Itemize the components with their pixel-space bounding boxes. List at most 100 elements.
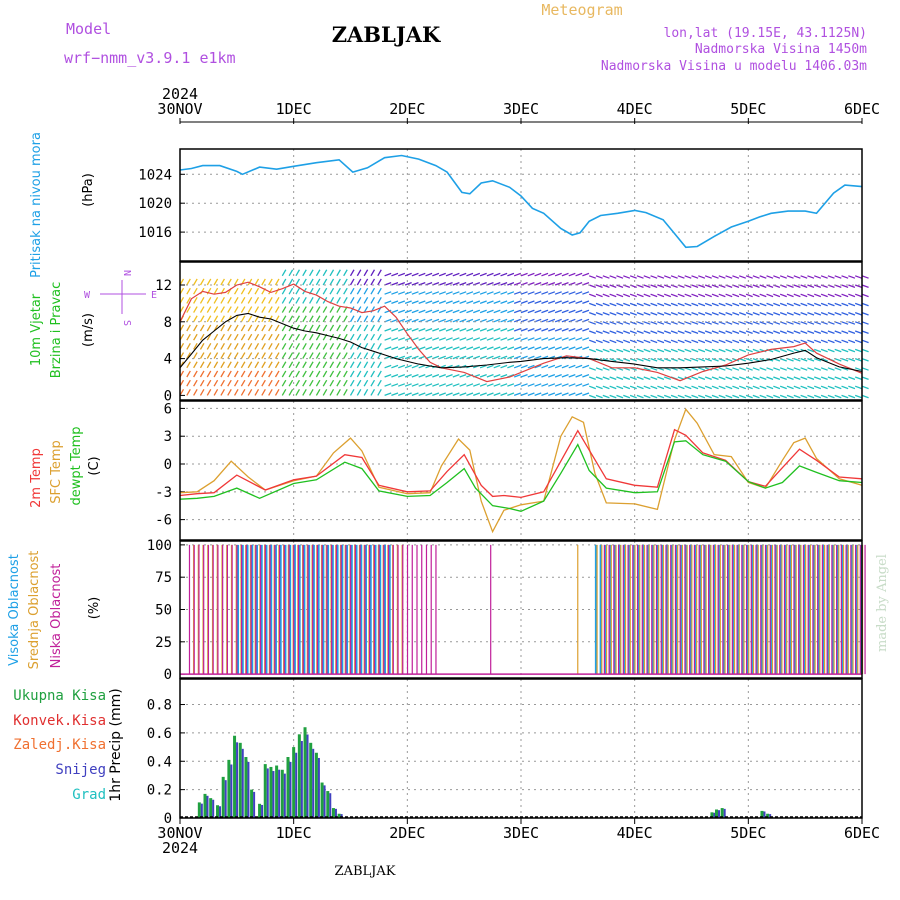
wind-barb [650, 293, 658, 298]
wind-barb [561, 346, 569, 351]
wind-barb [725, 302, 733, 307]
wind-barb [309, 333, 314, 341]
wind-barb [466, 346, 474, 351]
cloud_high-bar [798, 544, 801, 675]
wind-barb [745, 311, 753, 316]
wind-barb [807, 330, 815, 335]
wind-barb [745, 367, 753, 371]
wind-barb [820, 293, 828, 298]
wind-barb [206, 324, 212, 332]
wind-barb [616, 275, 624, 279]
wind-barb [186, 361, 191, 369]
wind-barb [698, 293, 706, 298]
cloud_low-bar [236, 544, 238, 675]
wind-barb [643, 339, 651, 344]
wind-barb [704, 302, 712, 307]
wind-barb [398, 300, 406, 305]
precip-snow-bar [236, 742, 239, 818]
wind-barb [473, 327, 481, 332]
wind-barb [220, 370, 225, 378]
wind-barb [807, 376, 815, 381]
wind-barb [186, 306, 191, 313]
wind-barb [643, 293, 651, 298]
wind-barb [193, 287, 198, 295]
cloud_high-bar [360, 544, 363, 675]
wind-barb [820, 311, 828, 316]
cloud_high-bar [312, 544, 315, 675]
wind-barb [650, 311, 658, 316]
wind-barb [445, 383, 453, 387]
cloud_high-bar [689, 544, 692, 675]
wind-barb [459, 346, 467, 351]
wind-barb [329, 324, 335, 332]
wind-barb [663, 275, 672, 279]
wind-barb [725, 275, 733, 279]
wind-barb [759, 311, 767, 316]
cloud_low-bar [850, 544, 852, 675]
wind-barb [425, 392, 433, 397]
cloud_low-bar [670, 544, 672, 675]
precip-snow-bar [200, 803, 203, 818]
wind-barb [254, 361, 260, 369]
wind-barb [193, 306, 198, 313]
wind-barb [657, 357, 665, 362]
wind-barb [718, 348, 726, 353]
wind-barb [739, 339, 747, 344]
precip-snow-bar [272, 771, 275, 818]
wind-barb [329, 333, 335, 341]
wind-barb [759, 284, 767, 289]
wind-barb [452, 281, 460, 286]
wind-barb [800, 339, 808, 344]
wind-barb [725, 385, 733, 390]
wind-barb [466, 300, 474, 305]
cloud_low-bar [345, 544, 347, 675]
cloud_high-bar [760, 544, 763, 675]
wind-barb [370, 389, 376, 396]
wind-barb [554, 337, 562, 341]
cloud_mid-bar [838, 544, 840, 675]
panel-4 [293, 679, 749, 818]
cloud_high-bar [350, 544, 353, 675]
wind-barb [384, 300, 392, 305]
wind-barb [486, 346, 494, 351]
wind-barb [193, 333, 198, 341]
precip-tick-label: 0.4 [147, 754, 172, 770]
wind-barb [814, 302, 822, 307]
wind-barb [479, 346, 487, 351]
wind-barb [213, 379, 219, 387]
wind-barb [793, 376, 801, 381]
cloud_low-bar [373, 544, 375, 675]
wind-barb [568, 373, 576, 378]
wind-barb [322, 379, 328, 387]
cloud_low-bar [693, 544, 696, 675]
compass-e: E [151, 290, 157, 301]
wind-barb [186, 287, 191, 295]
wind-barb [650, 321, 658, 325]
wind-barb [670, 293, 678, 298]
x-tick-label-top: 1DEC [276, 100, 312, 118]
wind-barb [268, 343, 273, 350]
wind-barb [493, 373, 501, 378]
wind-barb [861, 284, 869, 289]
wind-barb [711, 339, 719, 344]
wind-barb [554, 300, 562, 305]
cloud_mid-bar [392, 544, 394, 675]
cloud_low-bar [207, 544, 210, 675]
cloud_mid-bar [634, 544, 636, 675]
wind-barb [814, 330, 822, 335]
cloud_mid-bar [192, 544, 195, 675]
wind-barb [718, 275, 726, 279]
wind-barb [650, 367, 658, 371]
wind-barb [302, 269, 307, 277]
wind-barb [432, 272, 440, 277]
wind-barb [206, 370, 212, 378]
wind-barb [575, 300, 583, 305]
wind-barb [193, 297, 198, 304]
wind-barb [595, 302, 603, 307]
wind-barb [841, 311, 849, 316]
wind-barb [370, 287, 376, 295]
x-tick-label-bottom: 4DEC [617, 824, 653, 842]
wind-barb [274, 297, 280, 304]
wind-barb [418, 309, 426, 314]
cloud_high-bar [379, 544, 382, 675]
